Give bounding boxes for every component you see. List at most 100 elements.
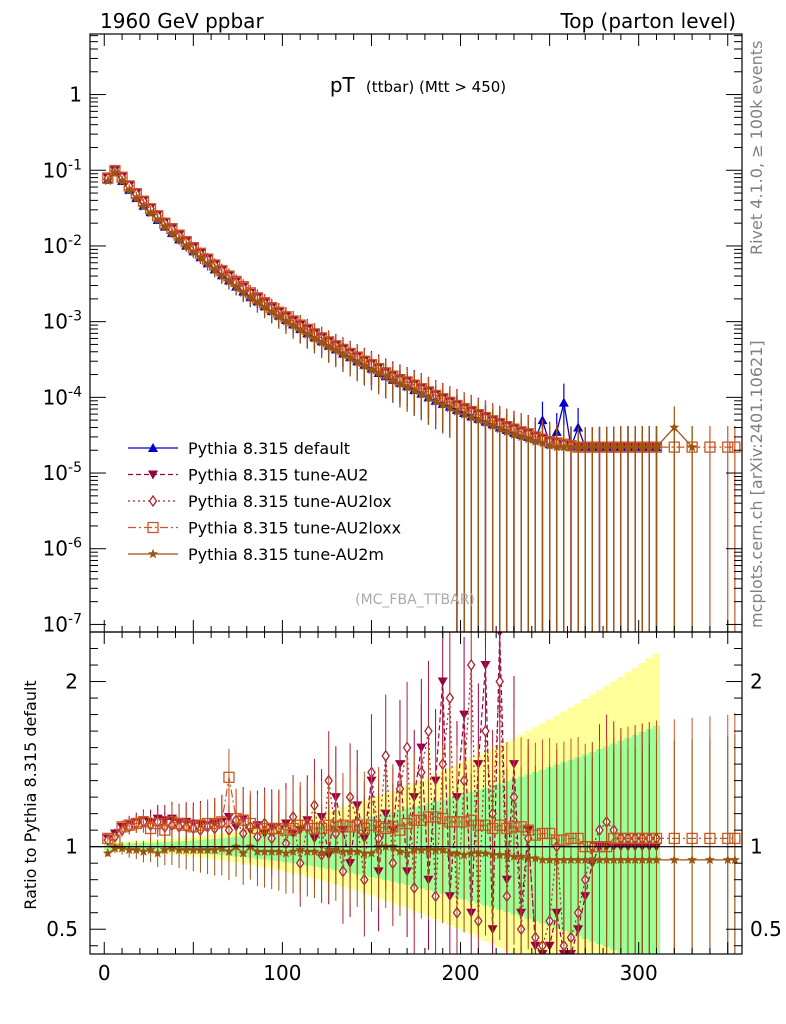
data-point: [637, 441, 648, 452]
ratio-point: [252, 846, 263, 856]
main-series-group: [102, 164, 741, 632]
analysis-watermark: (MC_FBA_TTBAR): [355, 592, 475, 608]
data-point: [309, 333, 320, 343]
y-tick-label: 10-2: [43, 233, 82, 258]
y-tick-label: 10-1: [43, 157, 82, 182]
data-point: [580, 441, 591, 452]
x-tick-label: 100: [263, 961, 301, 985]
data-point: [487, 420, 498, 431]
ratio-point: [116, 821, 128, 833]
data-point: [252, 297, 263, 307]
data-point: [181, 241, 192, 251]
ratio-point: [669, 854, 680, 865]
data-point: [459, 409, 470, 419]
ratio-point: [281, 848, 291, 858]
data-point: [687, 441, 698, 452]
x-tick-label: 0: [98, 961, 111, 985]
ratio-point: [558, 854, 569, 865]
data-point: [669, 422, 680, 432]
data-point: [430, 396, 441, 406]
y-tick-exponent: -5: [68, 460, 82, 476]
ratio-point: [608, 854, 619, 865]
ratio-point: [238, 848, 249, 858]
ratio-point: [288, 846, 299, 856]
main-frame: [89, 33, 743, 633]
legend-label: Pythia 8.315 tune-AU2loxx: [188, 519, 401, 538]
data-point: [380, 371, 391, 381]
ratio-y-tick-label: 2: [65, 670, 78, 694]
ratio-point: [124, 844, 135, 855]
ratio-point: [109, 843, 120, 853]
legend-marker: [148, 443, 158, 452]
y-tick-base: 10: [43, 310, 68, 334]
ratio-point: [466, 658, 476, 672]
legend-label: Pythia 8.315 tune-AU2lox: [188, 492, 392, 511]
data-point: [174, 234, 185, 245]
data-point: [145, 208, 156, 218]
data-point: [231, 281, 242, 291]
data-point: [288, 320, 299, 330]
ratio-y-tick-label-right: 1: [750, 835, 763, 859]
data-point: [473, 414, 484, 425]
ratio-point: [395, 846, 405, 856]
ratio-point: [601, 854, 612, 865]
rivet-version-label: Rivet 4.1.0, ≥ 100k events: [747, 41, 766, 255]
data-point: [216, 270, 227, 281]
data-point: [416, 389, 427, 399]
data-point: [330, 344, 341, 355]
data-point: [558, 397, 569, 407]
ratio-axis-label: Ratio to Pythia 8.315 default: [21, 680, 40, 909]
ratio-point: [409, 844, 420, 855]
ratio-frame: [89, 631, 743, 955]
data-point: [630, 441, 641, 452]
data-point: [195, 252, 206, 262]
data-point: [551, 441, 562, 452]
y-tick-label: 10-6: [43, 536, 83, 561]
data-point: [323, 341, 334, 351]
data-point: [523, 433, 534, 444]
data-point: [102, 175, 113, 186]
legend-marker: [148, 470, 158, 480]
ratio-point: [729, 854, 740, 865]
plot-title-sub: (ttbar) (Mtt > 450): [366, 78, 506, 96]
data-point: [152, 214, 163, 225]
ratio-point: [309, 846, 320, 856]
data-point: [402, 382, 413, 392]
data-point: [573, 422, 584, 432]
legend-marker: [148, 548, 158, 559]
header-right-label: Top (parton level): [559, 9, 736, 33]
ratio-point: [223, 771, 235, 783]
ratio-point: [330, 844, 341, 855]
ratio-point: [637, 854, 648, 865]
ratio-point: [566, 854, 576, 865]
data-point: [109, 164, 121, 177]
data-point: [302, 329, 313, 339]
ratio-point: [587, 854, 598, 865]
ratio-point: [424, 724, 433, 738]
series-line: [107, 169, 657, 448]
x-tick-label: 300: [620, 961, 658, 985]
data-point: [704, 441, 716, 453]
ratio-point: [266, 846, 277, 856]
data-point: [345, 352, 356, 363]
ratio-point: [459, 849, 470, 860]
y-tick-base: 10: [43, 158, 68, 182]
data-point: [494, 423, 505, 434]
ratio-point: [166, 816, 178, 828]
legend-marker: [148, 494, 158, 508]
data-point: [281, 316, 291, 326]
y-tick-exponent: -1: [68, 157, 82, 173]
x-tick-label: 200: [441, 961, 479, 985]
data-point: [238, 287, 249, 298]
ratio-point: [509, 851, 519, 861]
ratio-point: [152, 817, 164, 830]
data-point: [608, 441, 619, 452]
ratio-point: [494, 849, 505, 860]
ratio-point: [516, 851, 527, 861]
ratio-point: [466, 848, 477, 858]
ratio-point: [295, 844, 306, 855]
data-point: [594, 441, 605, 452]
ratio-point: [687, 854, 698, 865]
ratio-point: [209, 844, 220, 855]
